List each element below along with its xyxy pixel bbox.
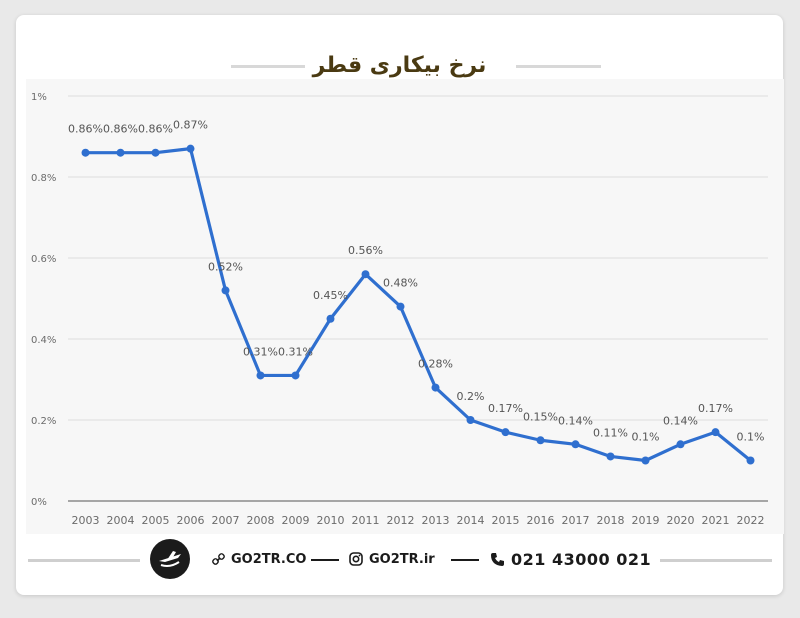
- phone-text: 021 43000 021: [511, 549, 652, 569]
- data-label: 0.48%: [383, 277, 418, 290]
- instagram-link[interactable]: GO2TR.ir: [349, 548, 435, 570]
- y-tick-label: 1%: [31, 92, 47, 103]
- data-label: 0.86%: [138, 123, 173, 136]
- x-tick-label: 2006: [177, 514, 205, 527]
- footer-divider-right: [660, 559, 772, 562]
- x-tick-label: 2018: [597, 514, 625, 527]
- data-point: [676, 440, 685, 449]
- data-point: [641, 456, 650, 465]
- x-tick-label: 2011: [352, 514, 380, 527]
- data-point: [116, 148, 125, 157]
- data-label: 0.1%: [737, 431, 765, 444]
- data-label: 0.11%: [593, 426, 628, 439]
- data-label: 0.14%: [663, 414, 698, 427]
- brand-logo: [150, 539, 190, 579]
- y-tick-label: 0.2%: [31, 416, 56, 427]
- data-label: 0.31%: [278, 345, 313, 358]
- instagram-icon: [349, 552, 363, 566]
- data-label: 0.56%: [348, 244, 383, 257]
- data-point: [501, 428, 510, 437]
- x-tick-label: 2015: [492, 514, 520, 527]
- data-label: 0.52%: [208, 260, 243, 273]
- title-bar: نرخ بیکاری قطر: [16, 45, 783, 85]
- data-point: [746, 456, 755, 465]
- footer-separator: [311, 559, 339, 561]
- footer-separator: [451, 559, 479, 561]
- series-line: [83, 147, 753, 463]
- data-point: [606, 452, 615, 461]
- data-label: 0.28%: [418, 358, 453, 371]
- link-icon: [212, 552, 225, 566]
- y-tick-label: 0.8%: [31, 173, 56, 184]
- data-point: [536, 436, 545, 445]
- data-label: 0.17%: [488, 402, 523, 415]
- data-label: 0.31%: [243, 345, 278, 358]
- x-tick-label: 2009: [282, 514, 310, 527]
- data-point: [361, 270, 370, 279]
- data-point: [291, 371, 300, 380]
- x-tick-label: 2004: [107, 514, 135, 527]
- data-point: [221, 286, 230, 295]
- x-tick-label: 2021: [702, 514, 730, 527]
- data-point: [186, 144, 195, 153]
- line-chart: 0% 0.2% 0.4% 0.6% 0.8% 1% 2003 2004 2005 2006 2007…: [31, 92, 768, 527]
- data-label: 0.87%: [173, 119, 208, 132]
- data-label: 0.14%: [558, 414, 593, 427]
- y-tick-label: 0%: [31, 497, 47, 508]
- phone-icon: [490, 552, 505, 567]
- data-point: [326, 314, 335, 323]
- chart-title: نرخ بیکاری قطر: [304, 52, 495, 78]
- data-label: 0.86%: [103, 123, 138, 136]
- data-label: 0.15%: [523, 410, 558, 423]
- y-tick-label: 0.6%: [31, 254, 56, 265]
- data-label: 0.1%: [632, 431, 660, 444]
- data-label: 0.86%: [68, 123, 103, 136]
- y-tick-label: 0.4%: [31, 335, 56, 346]
- data-point: [466, 416, 475, 424]
- data-point: [571, 440, 580, 449]
- data-label: 0.2%: [457, 390, 485, 403]
- title-divider-right: [516, 65, 601, 68]
- title-divider-left: [231, 65, 316, 68]
- data-label: 0.45%: [313, 289, 348, 302]
- x-tick-label: 2016: [527, 514, 555, 527]
- footer-divider-left: [28, 559, 140, 562]
- x-tick-label: 2014: [457, 514, 485, 527]
- x-tick-label: 2013: [422, 514, 450, 527]
- x-tick-label: 2010: [317, 514, 345, 527]
- x-tick-label: 2012: [387, 514, 415, 527]
- data-point: [256, 371, 265, 380]
- data-point: [81, 148, 90, 157]
- instagram-text: GO2TR.ir: [369, 551, 435, 567]
- data-point: [711, 428, 720, 437]
- x-tick-label: 2017: [562, 514, 590, 527]
- data-point: [396, 302, 405, 311]
- data-label: 0.17%: [698, 402, 733, 415]
- x-tick-label: 2020: [667, 514, 695, 527]
- airplane-logo-icon: [159, 551, 181, 567]
- x-tick-label: 2019: [632, 514, 660, 527]
- website-text: GO2TR.CO: [231, 551, 307, 567]
- plot-panel: 0% 0.2% 0.4% 0.6% 0.8% 1% 2003 2004 2005 2006 2007…: [26, 79, 784, 534]
- x-tick-label: 2005: [142, 514, 170, 527]
- website-link[interactable]: GO2TR.CO: [212, 548, 306, 570]
- data-point: [431, 383, 440, 392]
- x-tick-label: 2022: [737, 514, 765, 527]
- phone-link[interactable]: 021 43000 021: [490, 548, 651, 570]
- x-tick-label: 2003: [72, 514, 100, 527]
- footer-bar: GO2TR.CO GO2TR.ir 021 43000 021: [0, 530, 800, 580]
- data-point: [151, 148, 160, 157]
- x-tick-label: 2008: [247, 514, 275, 527]
- x-tick-label: 2007: [212, 514, 240, 527]
